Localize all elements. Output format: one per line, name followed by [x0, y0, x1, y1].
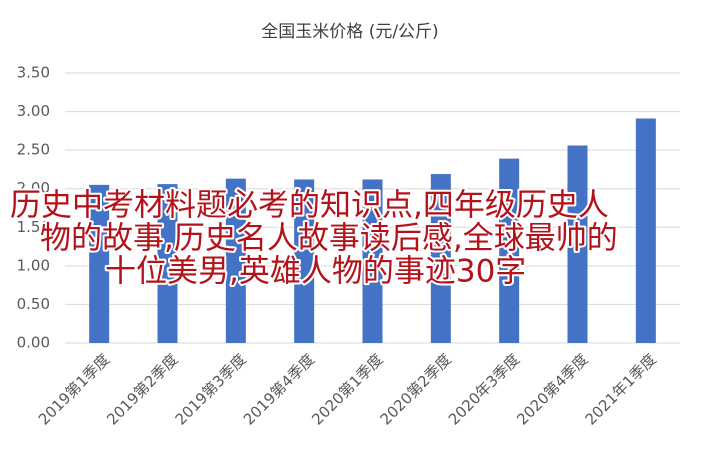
overlay-text: 十位美男,英雄人物的事迹30字: [105, 254, 526, 290]
bar: [362, 179, 383, 343]
bar: [157, 184, 178, 343]
bar: [635, 118, 656, 343]
chart-title: 全国玉米价格 (元/公斤): [261, 22, 438, 42]
bar: [430, 174, 451, 343]
bar: [499, 158, 520, 343]
bar: [567, 145, 588, 343]
y-tick-label: 2.50: [17, 141, 50, 159]
y-tick-label: 2.00: [17, 179, 50, 197]
bar: [294, 179, 315, 343]
y-tick-label: 3.50: [17, 64, 50, 82]
bar: [225, 178, 246, 343]
y-tick-label: 3.00: [17, 102, 50, 120]
y-tick-label: 0.00: [17, 334, 50, 352]
bar: [89, 184, 110, 343]
overlay-text: 历史中考材料题必考的知识点,四年级历史人: [10, 188, 609, 224]
y-tick-label: 1.50: [17, 218, 50, 236]
y-tick-label: 1.00: [17, 256, 50, 274]
overlay-text: 物的故事,历史名人故事读后感,全球最帅的: [40, 221, 618, 257]
y-tick-label: 0.50: [17, 295, 50, 313]
